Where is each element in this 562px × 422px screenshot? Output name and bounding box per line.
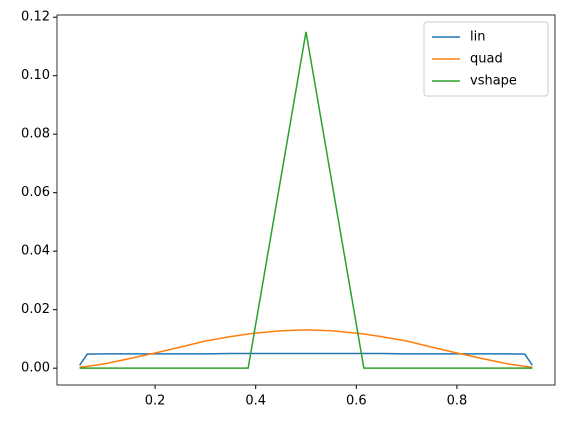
x-tick-label: 0.4	[245, 394, 266, 409]
y-tick-label: 0.00	[21, 361, 50, 376]
line	[79, 329, 533, 369]
y-tick-label: 0.04	[21, 244, 50, 259]
line	[79, 352, 533, 366]
y-tick-label: 0.08	[21, 127, 50, 142]
legend-label: lin	[470, 30, 485, 45]
legend-box	[423, 21, 549, 97]
x-tick-label: 0.6	[346, 394, 367, 409]
y-tick-label: 0.02	[21, 302, 50, 317]
y-tick-label: 0.06	[21, 185, 50, 200]
y-tick-label: 0.12	[21, 10, 50, 25]
y-tick-label: 0.10	[21, 68, 50, 83]
x-tick-label: 0.2	[145, 394, 166, 409]
x-tick-label: 0.8	[447, 394, 468, 409]
legend-label: vshape	[470, 74, 517, 89]
line	[79, 31, 533, 369]
plot-frame	[56, 14, 556, 386]
legend-label: quad	[470, 52, 503, 67]
